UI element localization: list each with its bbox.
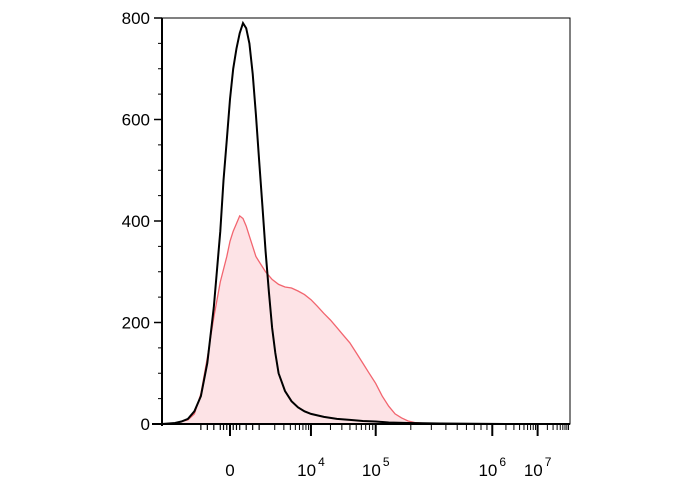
tick-labels: 0 200 400 600 800 0 10 4 10 5 10 6 10 7 bbox=[122, 9, 552, 480]
x-tick-label: 10 5 bbox=[362, 455, 390, 480]
series-1-line bbox=[161, 20, 570, 425]
x-tick-label: 10 7 bbox=[524, 455, 552, 480]
series-0-area bbox=[162, 215, 570, 424]
y-tick-label: 0 bbox=[141, 415, 150, 434]
y-tick-label: 800 bbox=[122, 9, 150, 28]
axes bbox=[152, 17, 571, 436]
x-tick-label: 10 6 bbox=[478, 455, 506, 480]
x-tick-label: 0 bbox=[225, 461, 234, 480]
y-tick-label: 600 bbox=[122, 111, 150, 130]
plot-area bbox=[161, 20, 570, 425]
series-0-line bbox=[161, 214, 570, 425]
y-tick-label: 400 bbox=[122, 212, 150, 231]
x-tick-label: 10 4 bbox=[297, 455, 325, 480]
y-tick-label: 200 bbox=[122, 314, 150, 333]
